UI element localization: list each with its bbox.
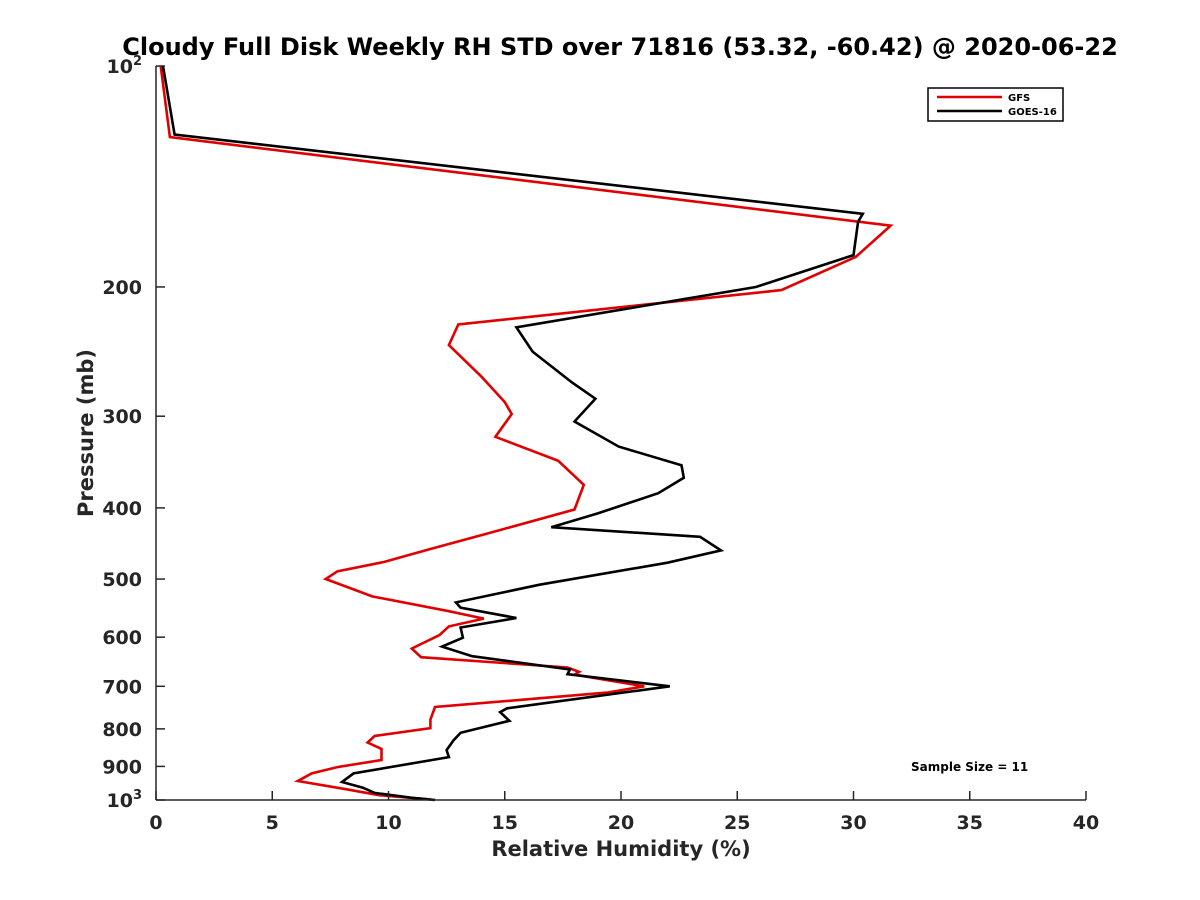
plot-area — [159, 65, 894, 802]
y-tick-label: 600 — [102, 627, 142, 649]
y-tick-label: 400 — [102, 498, 142, 520]
legend-label-goes16: GOES-16 — [1008, 107, 1057, 118]
x-tick-label: 35 — [957, 812, 983, 834]
y-tick-label: 300 — [102, 406, 142, 428]
y-tick-label: 700 — [102, 676, 142, 698]
sample-size-annotation: Sample Size = 11 — [911, 760, 1028, 774]
x-tick-label: 25 — [724, 812, 750, 834]
legend-label-gfs: GFS — [1008, 93, 1030, 104]
x-tick-label: 30 — [840, 812, 866, 834]
x-axis-label: Relative Humidity (%) — [491, 837, 750, 861]
y-axis-label: Pressure (mb) — [74, 349, 98, 517]
y-tick-label: 200 — [102, 277, 142, 299]
x-tick-label: 15 — [492, 812, 518, 834]
y-tick-label: 102 — [107, 54, 143, 78]
series-line-goes16 — [161, 65, 865, 802]
x-tick-label: 20 — [608, 812, 634, 834]
y-tick-label: 500 — [102, 569, 142, 591]
legend-box — [927, 87, 1064, 122]
y-tick-label: 900 — [102, 756, 142, 778]
legend: GFS GOES-16 — [927, 87, 1064, 122]
x-tick-label: 5 — [266, 812, 279, 834]
y-tick-label: 800 — [102, 719, 142, 741]
x-tick-label: 0 — [149, 812, 162, 834]
series-line-gfs — [159, 65, 894, 801]
chart-title: Cloudy Full Disk Weekly RH STD over 7181… — [122, 33, 1118, 61]
y-axis-ticks: 102 200 300 400 500 600 700 800 900 103 — [102, 54, 165, 812]
x-tick-label: 10 — [375, 812, 401, 834]
x-tick-label: 40 — [1073, 812, 1099, 834]
y-tick-label: 103 — [107, 788, 143, 812]
x-axis-ticks: 0 5 10 15 20 25 30 35 40 — [149, 791, 1099, 834]
